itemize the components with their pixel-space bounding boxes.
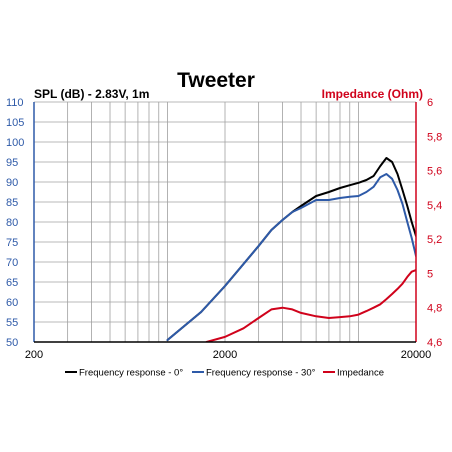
plot-lines [166, 157, 416, 342]
y2-tick-label: 5,8 [427, 131, 442, 143]
y2-tick-label: 4,8 [427, 303, 442, 315]
y-tick-label: 60 [6, 297, 18, 309]
x-tick-label: 200 [25, 349, 43, 361]
y-tick-label: 95 [6, 157, 18, 169]
y2-tick-label: 5 [427, 268, 433, 280]
x-tick-label: 2000 [213, 349, 237, 361]
legend-label: Frequency response - 0° [79, 368, 183, 379]
grid [33, 101, 417, 343]
x-tick-label: 20000 [401, 349, 432, 361]
y-tick-label: 100 [6, 137, 24, 149]
axes [33, 102, 417, 343]
y-tick-label: 110 [6, 97, 24, 109]
y2-tick-label: 5,4 [427, 200, 442, 212]
y-tick-label: 50 [6, 337, 18, 349]
series-line-2 [205, 269, 416, 342]
legend-label: Frequency response - 30° [206, 368, 316, 379]
y-tick-label: 65 [6, 277, 18, 289]
y-tick-label: 85 [6, 197, 18, 209]
y-tick-label: 105 [6, 117, 24, 129]
left-axis-title: SPL (dB) - 2.83V, 1m [34, 87, 149, 101]
y-tick-label: 75 [6, 237, 18, 249]
legend: Frequency response - 0° Frequency respons… [65, 368, 384, 379]
y2-tick-label: 6 [427, 97, 433, 109]
y-tick-label: 55 [6, 317, 18, 329]
y2-tick-label: 5,6 [427, 166, 442, 178]
y2-tick-label: 4,6 [427, 337, 442, 349]
chart-title: Tweeter [177, 69, 255, 92]
y-tick-label: 80 [6, 217, 18, 229]
legend-label: Impedance [337, 368, 384, 379]
tick-labels: 110 105 100 95 90 85 80 75 70 65 60 55 50 6 5,8 5,6 5,4 5… [6, 97, 442, 361]
series-line-1 [166, 173, 416, 341]
right-axis-title: Impedance (Ohm) [322, 87, 423, 101]
y2-tick-label: 5,2 [427, 234, 442, 246]
y-tick-label: 70 [6, 257, 18, 269]
y-tick-label: 90 [6, 177, 18, 189]
